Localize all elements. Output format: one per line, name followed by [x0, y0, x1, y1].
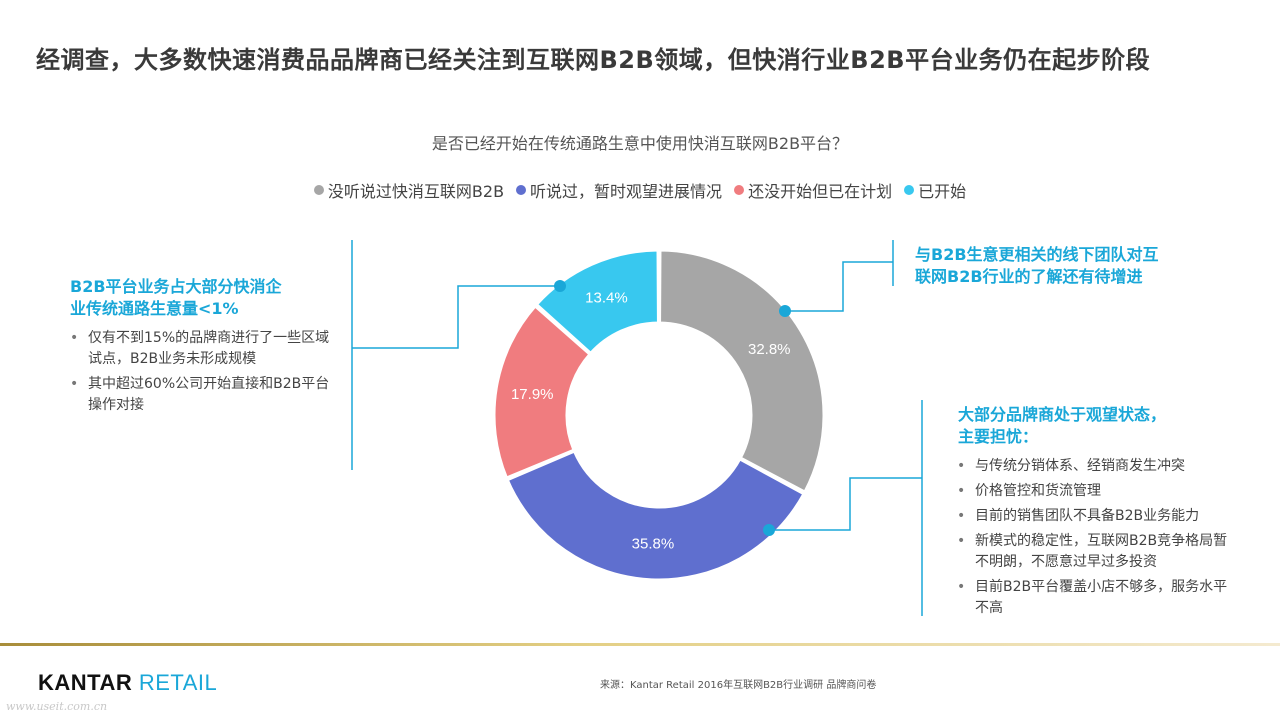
connector-dots — [554, 280, 791, 536]
callout-right-bullet: 与传统分销体系、经销商发生冲突 — [955, 456, 1230, 477]
callout-left-title-line1: B2B平台业务占大部分快消企 — [70, 277, 282, 296]
callout-left-title-line2: 业传统通路生意量<1% — [70, 299, 239, 318]
slice-never-heard-label: 32.8% — [748, 341, 791, 358]
slice-planning — [492, 303, 593, 480]
page-title: 经调查，大多数快速消费品品牌商已经关注到互联网B2B领域，但快消行业B2B平台业… — [36, 46, 1151, 74]
logo-text-retail: RETAIL — [138, 670, 218, 695]
watermark: www.useit.com.cn — [6, 700, 108, 713]
legend-item-never-heard: 没听说过快消互联网B2B — [313, 178, 505, 202]
slice-never-heard — [658, 248, 826, 495]
connector-dot-right-bottom — [763, 524, 775, 536]
callout-right-bottom-line2: 主要担忧： — [958, 427, 1039, 446]
slice-started — [534, 248, 660, 356]
legend-label: 已开始 — [918, 182, 967, 201]
legend-item-watching: 听说过，暂时观望进展情况 — [516, 178, 722, 202]
legend-item-planning: 还没开始但已在计划 — [734, 178, 892, 202]
slice-started-label: 13.4% — [585, 290, 628, 307]
callout-left-title: B2B平台业务占大部分快消企 业传统通路生意量<1% — [70, 276, 340, 320]
callout-right-top-title: 与B2B生意更相关的线下团队对互 联网B2B行业的了解还有待增进 — [915, 244, 1215, 288]
legend-label: 听说过，暂时观望进展情况 — [530, 182, 723, 201]
connector-left — [352, 285, 560, 349]
callout-right-bullet: 价格管控和货流管理 — [955, 481, 1230, 502]
chart-legend: 没听说过快消互联网B2B 听说过，暂时观望进展情况 还没开始但已在计划 已开始 — [0, 178, 1280, 202]
callout-right-bullet: 目前B2B平台覆盖小店不够多，服务水平不高 — [955, 577, 1230, 619]
chart-title: 是否已经开始在传统通路生意中使用快消互联网B2B平台？ — [431, 134, 849, 153]
callout-left-list: 仅有不到15%的品牌商进行了一些区域试点，B2B业务未形成规模 其中超过60%公… — [68, 328, 336, 420]
legend-label: 还没开始但已在计划 — [748, 182, 893, 201]
footer-divider — [0, 643, 1280, 646]
slice-planning-label: 17.9% — [511, 386, 554, 403]
legend-swatch — [516, 185, 527, 195]
connector-right-top — [785, 261, 893, 312]
callout-right-bullet: 新模式的稳定性，互联网B2B竞争格局暂不明朗，不愿意过早过多投资 — [955, 531, 1230, 573]
callout-right-bullet: 目前的销售团队不具备B2B业务能力 — [955, 506, 1230, 527]
connector-right-bottom — [769, 477, 922, 531]
slice-watching — [505, 449, 806, 582]
legend-label: 没听说过快消互联网B2B — [327, 182, 505, 201]
legend-swatch — [734, 185, 745, 195]
slice-watching-label: 35.8% — [632, 535, 675, 552]
legend-item-started: 已开始 — [904, 178, 966, 202]
callout-left-bullet: 仅有不到15%的品牌商进行了一些区域试点，B2B业务未形成规模 — [68, 328, 336, 370]
legend-swatch — [904, 185, 915, 195]
logo-text-kantar: KANTAR — [38, 670, 133, 695]
kantar-retail-logo: KANTAR RETAIL — [38, 670, 217, 696]
callout-connectors — [351, 240, 923, 616]
connector-dot-right-top — [779, 305, 791, 317]
callout-right-bottom-list: 与传统分销体系、经销商发生冲突 价格管控和货流管理 目前的销售团队不具备B2B业… — [955, 456, 1230, 623]
donut-slice-labels: 32.8% 35.8% 17.9% 13.4% — [511, 290, 791, 553]
callout-right-bottom-line1: 大部分品牌商处于观望状态， — [958, 405, 1167, 424]
callout-right-top-line2: 联网B2B行业的了解还有待增进 — [915, 267, 1143, 286]
connector-dot-left — [554, 280, 566, 292]
callout-right-bottom-title: 大部分品牌商处于观望状态， 主要担忧： — [958, 404, 1218, 448]
callout-right-top-line1: 与B2B生意更相关的线下团队对互 — [915, 245, 1159, 264]
legend-swatch — [313, 185, 324, 195]
callout-left-bullet: 其中超过60%公司开始直接和B2B平台操作对接 — [68, 374, 336, 416]
source-note: 来源：Kantar Retail 2016年互联网B2B行业调研 品牌商问卷 — [600, 680, 877, 691]
